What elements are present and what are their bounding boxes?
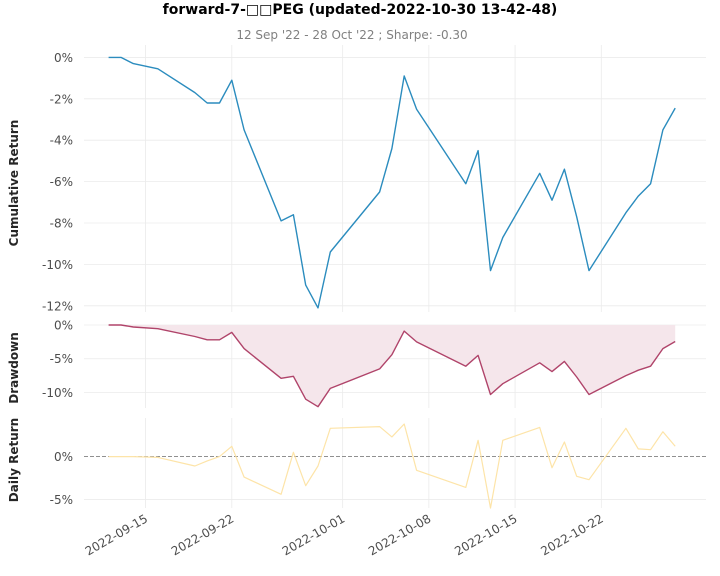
- y-tick-label: -10%: [42, 386, 73, 400]
- chart-title: forward-7-□□PEG (updated-2022-10-30 13-4…: [163, 2, 558, 18]
- y-tick-label: -6%: [50, 175, 73, 189]
- y-tick-label: 0%: [54, 450, 73, 464]
- y-tick-label: -12%: [42, 299, 73, 313]
- daily-return-line: [108, 423, 676, 509]
- x-tick-label: 2022-09-15: [83, 511, 150, 558]
- y-tick-label: -5%: [50, 352, 73, 366]
- y-tick-label: -10%: [42, 258, 73, 272]
- drawdown-line: [108, 324, 676, 408]
- y-axis-label: Daily Return: [7, 418, 21, 502]
- y-tick-label: -2%: [50, 92, 73, 106]
- x-tick-label: 2022-09-22: [169, 511, 236, 558]
- chart-subtitle: 12 Sep '22 - 28 Oct '22 ; Sharpe: -0.30: [236, 28, 467, 42]
- y-tick-label: -5%: [50, 493, 73, 507]
- x-tick-label: 2022-10-08: [366, 511, 433, 558]
- y-tick-label: -4%: [50, 134, 73, 148]
- cumulative-return-line: [108, 56, 676, 309]
- y-tick-label: 0%: [54, 319, 73, 333]
- x-tick-label: 2022-10-15: [452, 511, 519, 558]
- y-tick-label: 0%: [54, 51, 73, 65]
- y-tick-label: -8%: [50, 217, 73, 231]
- y-axis-label: Drawdown: [7, 332, 21, 404]
- y-axis-label: Cumulative Return: [7, 120, 21, 247]
- x-tick-label: 2022-10-01: [280, 511, 347, 558]
- x-tick-label: 2022-10-22: [538, 511, 605, 558]
- drawdown-area: [108, 325, 676, 407]
